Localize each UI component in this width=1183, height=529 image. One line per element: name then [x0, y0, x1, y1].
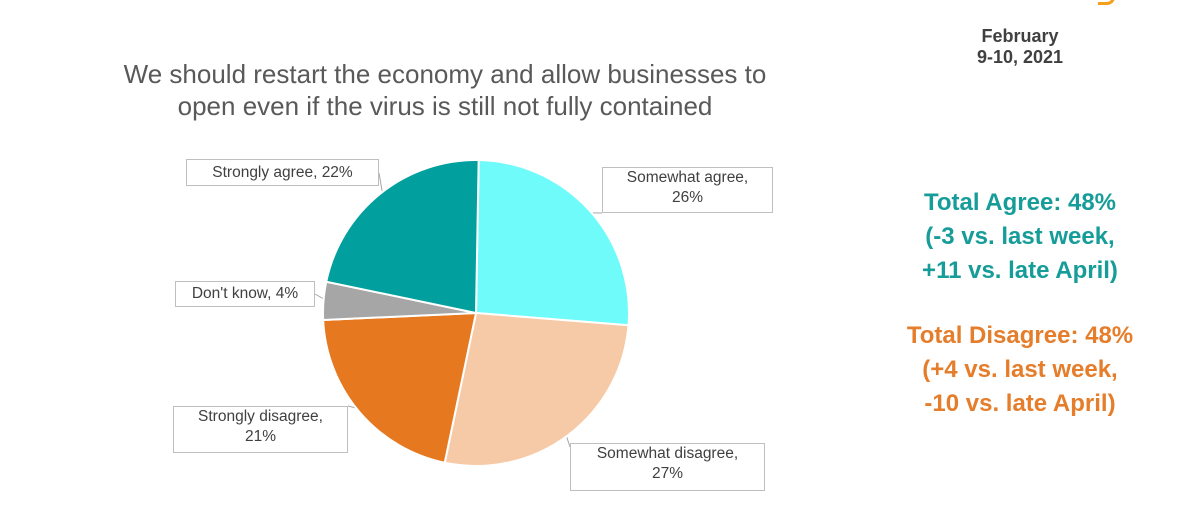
pie-slice-strongly-disagree — [322, 311, 478, 464]
slice-label-strongly-disagree-line2: 21% — [244, 428, 277, 445]
survey-date: February 9-10, 2021 — [920, 26, 1120, 68]
chart-title-line1: We should restart the economy and allow … — [123, 59, 767, 89]
slice-label-dont-know: Don't know, 4% — [175, 281, 315, 307]
slice-label-somewhat-agree: Somewhat agree, 26% — [602, 167, 773, 213]
slice-label-somewhat-disagree-line1: Somewhat disagree, — [596, 445, 739, 462]
total-disagree-line3: -10 vs. late April) — [924, 390, 1116, 417]
slice-label-strongly-disagree-line1: Strongly disagree, — [198, 408, 323, 425]
slice-label-strongly-agree: Strongly agree, 22% — [186, 159, 379, 186]
slice-label-somewhat-disagree: Somewhat disagree, 27% — [570, 443, 765, 491]
total-disagree-line2: (+4 vs. last week, — [922, 356, 1118, 383]
pie-slice-somewhat-disagree — [443, 311, 630, 467]
chart-title: We should restart the economy and allow … — [60, 58, 830, 122]
slice-label-somewhat-disagree-line2: 27% — [651, 465, 684, 482]
slice-label-strongly-disagree: Strongly disagree, 21% — [173, 406, 348, 453]
total-agree-line2: (-3 vs. last week, — [925, 223, 1115, 250]
total-disagree-line1: Total Disagree: 48% — [906, 322, 1134, 349]
total-agree-line1: Total Agree: 48% — [923, 189, 1117, 216]
slice-label-somewhat-agree-line1: Somewhat agree, — [626, 169, 749, 186]
total-disagree-summary: Total Disagree: 48% (+4 vs. last week, -… — [860, 319, 1180, 421]
survey-date-line1: February — [981, 26, 1059, 46]
slice-label-strongly-agree-line1: Strongly agree, 22% — [212, 164, 353, 181]
slice-label-somewhat-agree-line2: 26% — [671, 189, 704, 206]
total-agree-summary: Total Agree: 48% (-3 vs. last week, +11 … — [860, 186, 1180, 288]
chart-title-line2: open even if the virus is still not full… — [177, 91, 713, 121]
total-agree-line3: +11 vs. late April) — [922, 257, 1118, 284]
pie-slice-strongly-agree — [325, 159, 480, 315]
slice-label-dont-know-line1: Don't know, 4% — [191, 285, 299, 302]
pie-slices — [322, 159, 630, 467]
survey-date-line2: 9-10, 2021 — [976, 47, 1064, 67]
pie-slice-somewhat-agree — [474, 159, 630, 327]
